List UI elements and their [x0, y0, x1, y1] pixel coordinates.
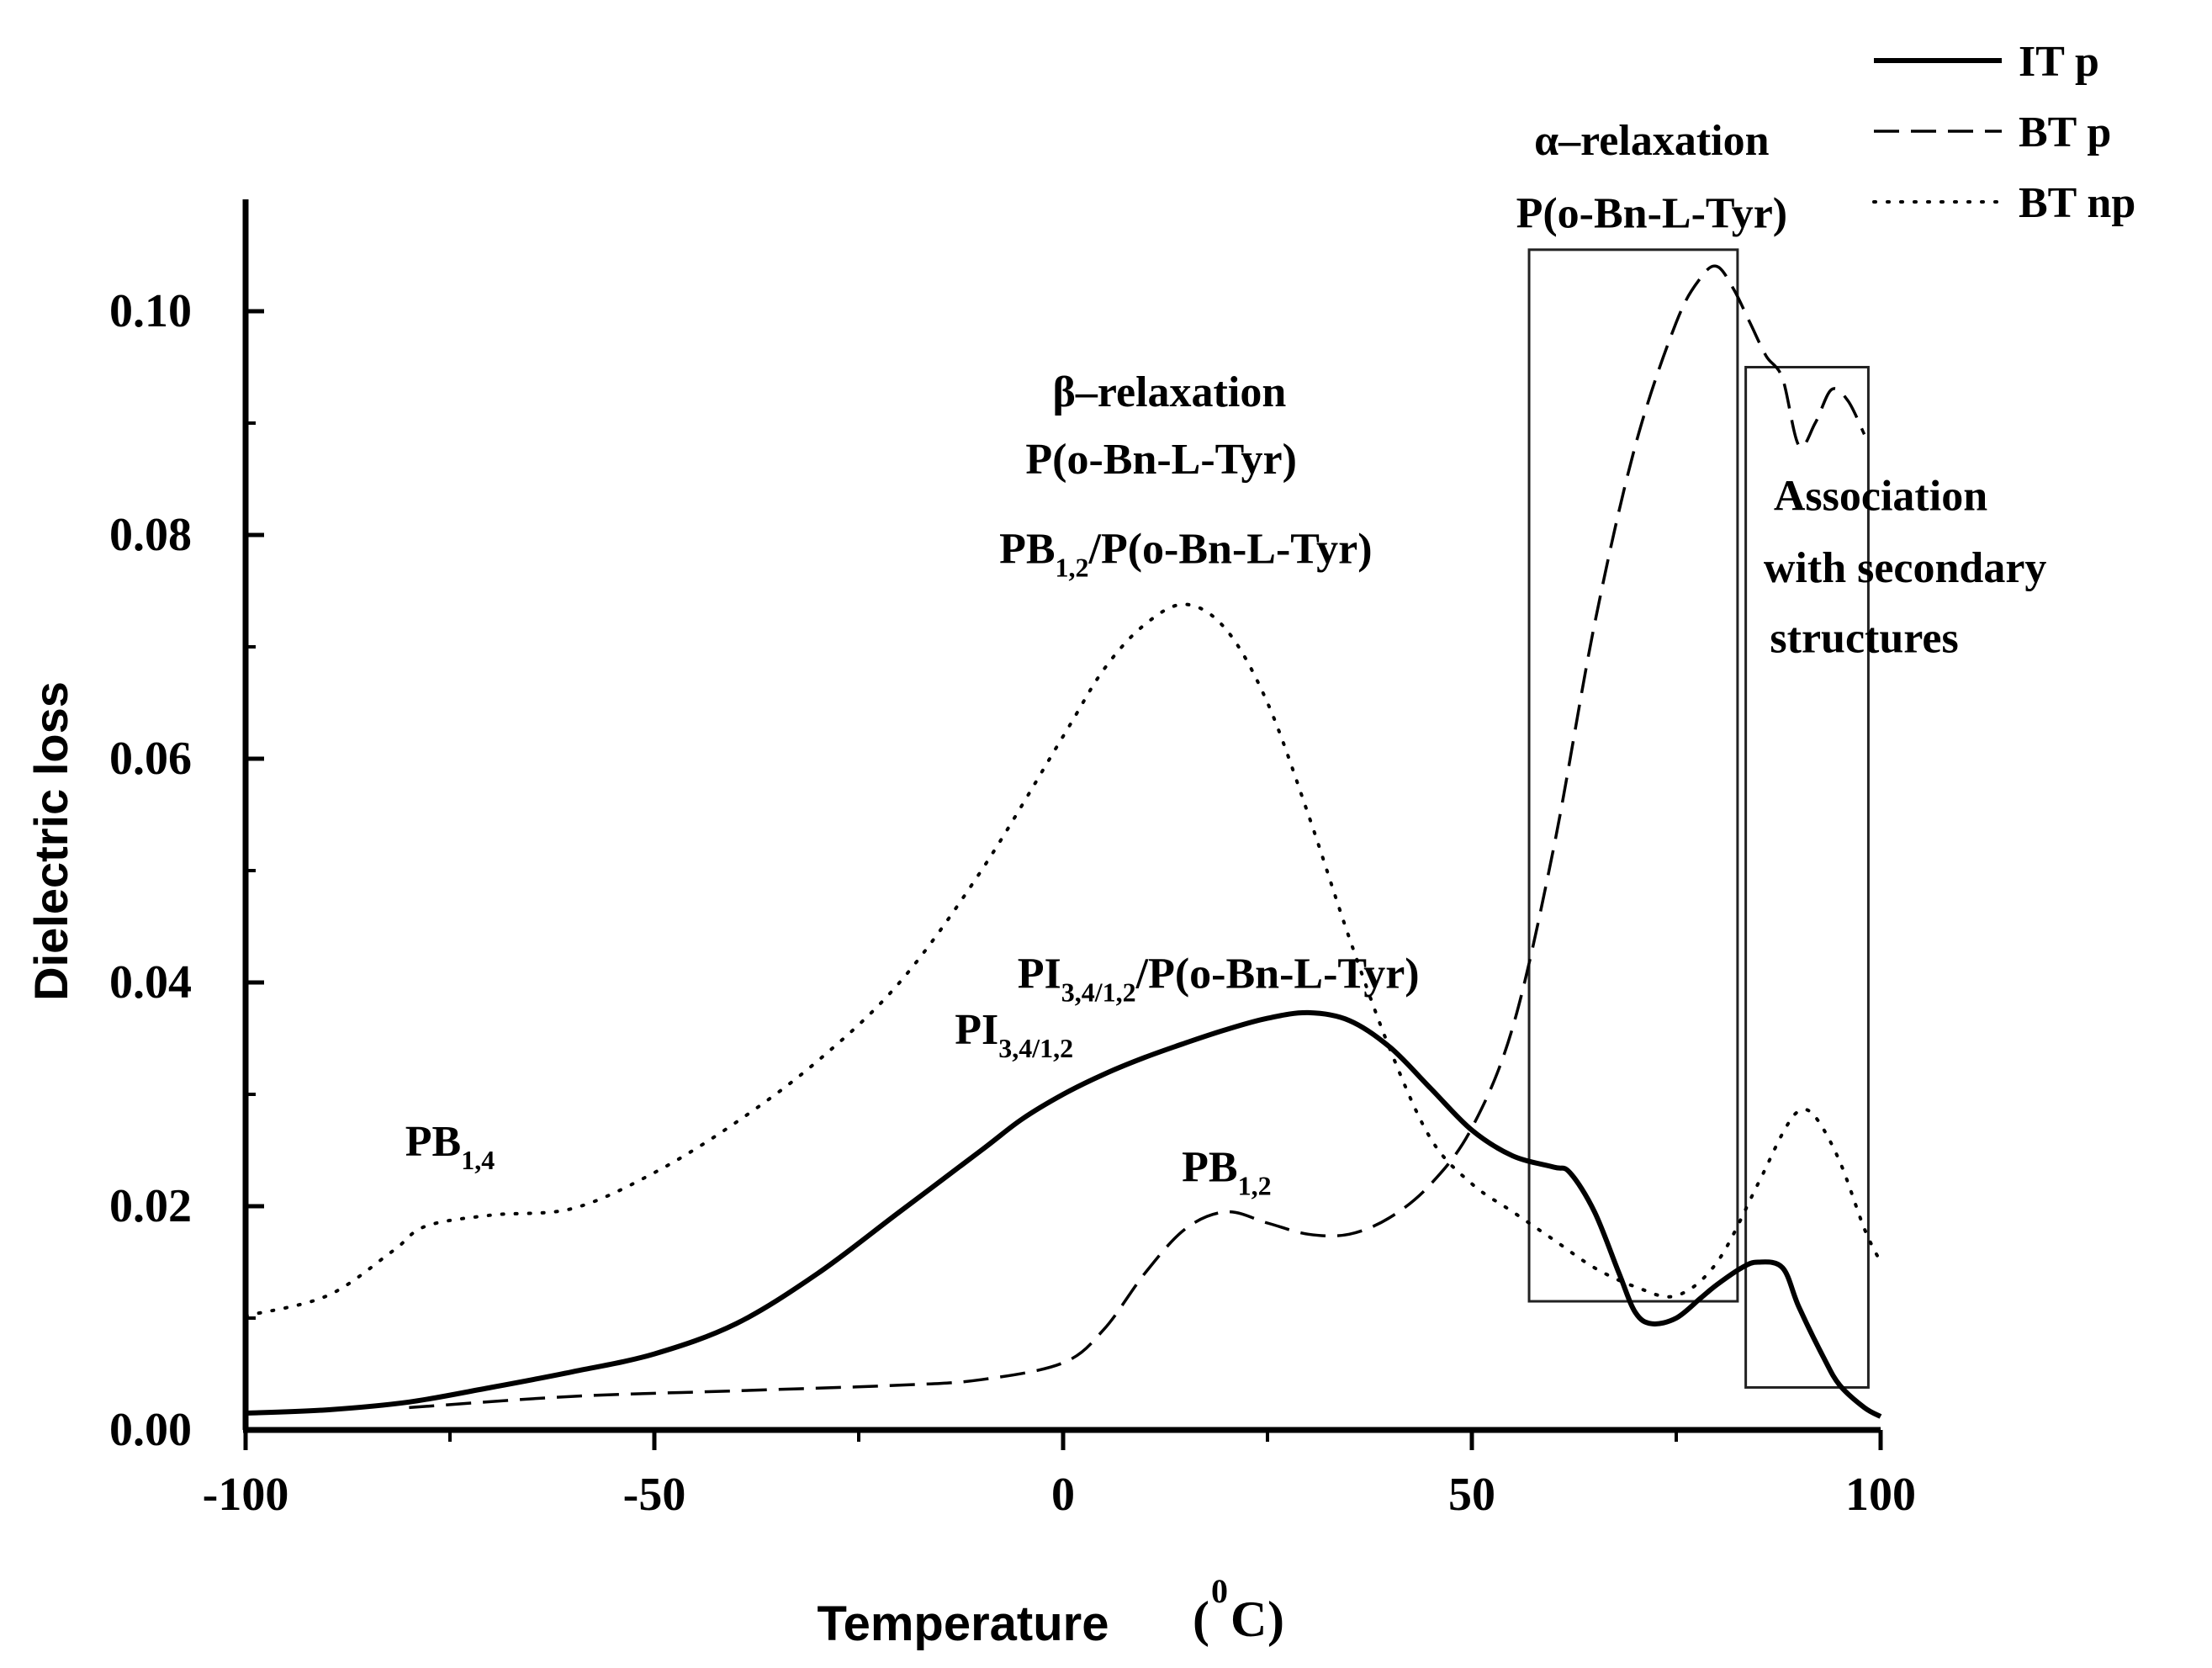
- x-tick-label: 50: [1448, 1469, 1495, 1521]
- y-tick-label: 0.00: [109, 1404, 192, 1456]
- annotation-label: Association: [1774, 473, 1987, 521]
- legend-label-bt-np: BT np: [2019, 179, 2135, 227]
- x-axis-unit-superscript: 0: [1211, 1572, 1228, 1610]
- y-axis-label: Dielectric loss: [24, 681, 77, 1001]
- series-bt-np-line: [244, 602, 1882, 1318]
- legend-label-it-p: IT p: [2019, 38, 2099, 86]
- x-tick-label: 100: [1845, 1469, 1916, 1521]
- legend: IT p BT p BT np: [1872, 38, 2135, 227]
- y-tick-label: 0.02: [109, 1180, 192, 1232]
- region-boxes: [1527, 248, 1870, 1389]
- y-ticks: 0.00 0.02 0.04 0.06 0.08 0.10: [109, 285, 264, 1456]
- annotation-label: PI3,4/1,2/P(o-Bn-L-Tyr): [1018, 950, 1420, 1008]
- annotation-label: P(o-Bn-L-Tyr): [1025, 436, 1297, 484]
- annotation-label: structures: [1770, 615, 1958, 663]
- series-it-p-line: [245, 1009, 1882, 1419]
- annotation-label: with secondary: [1764, 544, 2047, 592]
- y-tick-label: 0.10: [109, 285, 192, 337]
- series-bt-p-line: [409, 264, 1866, 1410]
- x-axis-unit-base: C: [1230, 1591, 1267, 1647]
- annotation-label: PI3,4/1,2: [955, 1006, 1073, 1063]
- x-tick-label: 0: [1051, 1469, 1075, 1521]
- annotation-label: PB1,2/P(o-Bn-L-Tyr): [999, 525, 1372, 582]
- y-tick-label: 0.04: [109, 956, 192, 1009]
- x-axis-label: Temperature: [817, 1597, 1109, 1651]
- x-axis-unit-paren-open: (: [1193, 1591, 1209, 1647]
- annotation-label: P(o-Bn-L-Tyr): [1516, 189, 1788, 237]
- y-tick-label: 0.08: [109, 509, 192, 561]
- series-lines: [244, 264, 1882, 1419]
- annotation-label: PB1,4: [405, 1118, 495, 1175]
- x-tick-label: -50: [623, 1469, 686, 1521]
- x-axis-unit-paren-close: ): [1267, 1591, 1284, 1647]
- x-ticks: -100 -50 0 50 100: [203, 1430, 1916, 1521]
- annotations: PB1,4 PB1,2 PI3,4/1,2PI3,4/1,2/P(o-Bn-L-Ty…: [405, 117, 2047, 1201]
- annotation-label: α–relaxation: [1534, 117, 1769, 165]
- legend-label-bt-p: BT p: [2019, 109, 2111, 156]
- y-tick-label: 0.06: [109, 733, 192, 785]
- annotation-label: β–relaxation: [1052, 368, 1286, 416]
- x-axis-title: Temperature ( 0 C ): [817, 1572, 1284, 1651]
- alpha-relaxation-region-box: [1527, 248, 1739, 1303]
- secondary-structure-region-box: [1744, 366, 1870, 1389]
- annotation-label: PB1,2: [1182, 1144, 1271, 1201]
- x-tick-label: -100: [203, 1469, 289, 1521]
- axes: 0.00 0.02 0.04 0.06 0.08 0.10 -100 -50 0 50 100: [109, 199, 1916, 1521]
